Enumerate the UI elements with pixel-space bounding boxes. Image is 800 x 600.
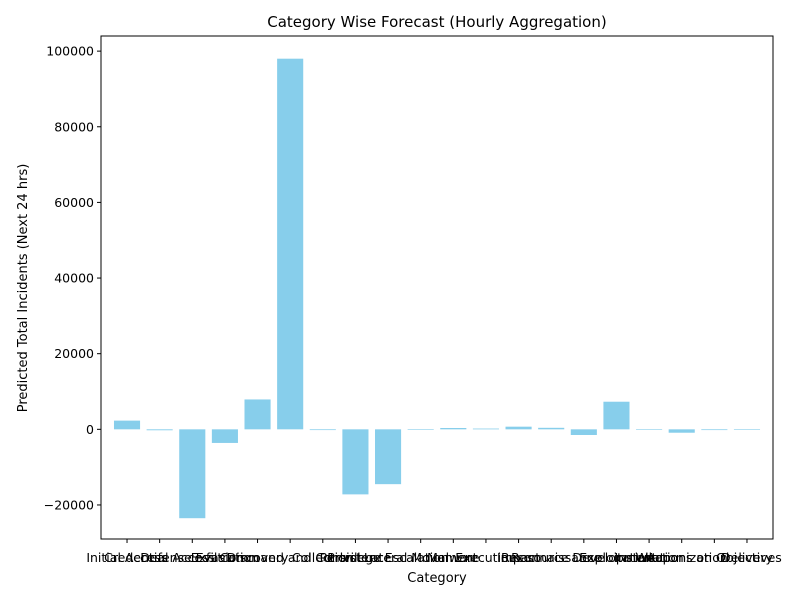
x-tick-label: Impact — [497, 550, 540, 565]
x-tick-label: Weaponization — [636, 550, 728, 565]
x-tick-label: Privilege Escalation — [327, 550, 449, 565]
bar-18 — [701, 429, 728, 431]
bar-10 — [440, 428, 467, 430]
bar-5 — [277, 58, 304, 430]
bar-9 — [407, 429, 434, 430]
y-tick-label: 20000 — [54, 346, 94, 361]
x-tick-label: Malware — [427, 550, 480, 565]
bar-12 — [505, 426, 532, 430]
bar-3 — [211, 429, 238, 443]
x-tick-label: Initial Access — [86, 550, 167, 565]
x-tick-label: Resource Development — [511, 550, 657, 565]
y-tick-label: −20000 — [44, 497, 94, 512]
x-axis-label: Category — [407, 571, 467, 586]
y-tick-label: 0 — [86, 422, 94, 437]
x-tick-label: Actions on Objectives — [647, 550, 782, 565]
x-tick-label: Installation — [614, 550, 683, 565]
bar-15 — [603, 401, 630, 430]
bar-19 — [733, 429, 761, 430]
y-axis-label: Predicted Total Incidents (Next 24 hrs) — [16, 164, 31, 413]
bar-11 — [472, 428, 499, 430]
x-tick-label: Discovery — [227, 550, 289, 565]
x-tick-label: Defense Evasion — [140, 550, 244, 565]
x-tick-label: Delivery — [721, 550, 773, 565]
x-tick-label: Exploitation — [579, 550, 653, 565]
plot-frame — [100, 35, 774, 540]
bar-2 — [179, 429, 206, 519]
bar-14 — [570, 429, 597, 435]
x-tick-label: Lateral Movement — [364, 550, 478, 565]
y-tick-label: 40000 — [54, 271, 94, 286]
chart-title: Category Wise Forecast (Hourly Aggregati… — [267, 13, 606, 31]
bar-0 — [113, 420, 141, 430]
y-tick-label: 80000 — [54, 119, 94, 134]
bar-16 — [636, 429, 663, 430]
x-tick-label: Reconnaissance — [501, 550, 602, 565]
x-tick-label: Collection — [292, 550, 354, 565]
y-axis: −20000 0 20000 40000 60000 80000 100000 — [44, 44, 101, 512]
x-tick-label: Command and Control — [220, 550, 361, 565]
x-tick-label: Execution — [455, 550, 516, 565]
y-tick-label: 60000 — [54, 195, 94, 210]
bar-6 — [309, 429, 336, 431]
bar-1 — [146, 429, 173, 431]
bar-7 — [342, 429, 369, 495]
bar-17 — [668, 429, 695, 433]
bar-4 — [244, 399, 271, 430]
y-tick-label: 100000 — [46, 44, 94, 59]
x-tick-label: Persistence — [320, 550, 392, 565]
bar-13 — [538, 427, 565, 430]
bars-layer — [113, 58, 761, 519]
bar-8 — [375, 429, 402, 485]
x-tick-label: Exfiltration — [191, 550, 259, 565]
x-tick-label: Credential Access — [104, 550, 215, 565]
